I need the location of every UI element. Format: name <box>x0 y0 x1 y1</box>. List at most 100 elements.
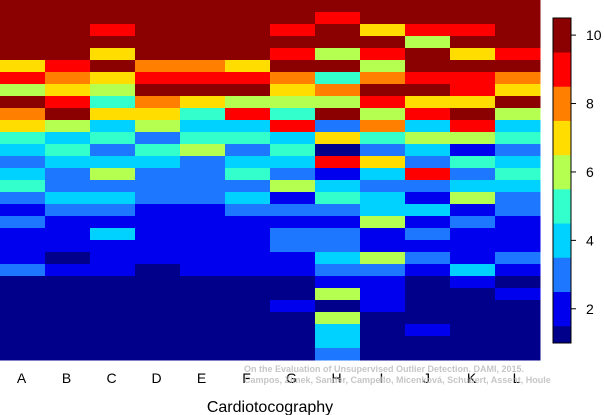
heatmap-cell <box>45 84 91 97</box>
heatmap-cell <box>405 156 451 169</box>
x-tick-label: L <box>513 370 521 386</box>
heatmap-cell <box>360 264 406 277</box>
heatmap-cell <box>45 48 91 61</box>
heatmap-cell <box>180 24 226 37</box>
heatmap-cell <box>135 108 181 121</box>
heatmap-cell <box>90 348 136 361</box>
heatmap-cell <box>315 240 361 253</box>
heatmap-cell <box>135 240 181 253</box>
heatmap-cell <box>225 204 271 217</box>
heatmap-cell <box>0 0 46 13</box>
heatmap-cell <box>180 96 226 109</box>
heatmap-cell <box>135 120 181 133</box>
heatmap-cell <box>135 72 181 85</box>
heatmap-cell <box>270 60 316 73</box>
heatmap-cell <box>450 288 496 301</box>
heatmap-cell <box>180 324 226 337</box>
heatmap-cell <box>135 216 181 229</box>
heatmap-cell <box>225 276 271 289</box>
heatmap-cell <box>45 264 91 277</box>
credit-watermark: On the Evaluation of Unsupervised Outlie… <box>244 364 551 385</box>
heatmap-cell <box>90 60 136 73</box>
heatmap-cell <box>360 24 406 37</box>
x-tick-label: I <box>380 370 384 386</box>
heatmap-cell <box>360 48 406 61</box>
heatmap-cell <box>135 96 181 109</box>
credit-line-1: On the Evaluation of Unsupervised Outlie… <box>244 364 524 374</box>
heatmap-cell <box>315 144 361 157</box>
heatmap-cell <box>495 84 541 97</box>
heatmap-cell <box>135 312 181 325</box>
heatmap-cell <box>450 228 496 241</box>
heatmap-cell <box>270 168 316 181</box>
heatmap-cell <box>0 36 46 49</box>
heatmap-cell <box>45 12 91 25</box>
heatmap-cell <box>450 144 496 157</box>
heatmap-cell <box>495 36 541 49</box>
heatmap-cell <box>225 348 271 361</box>
heatmap-cell <box>360 36 406 49</box>
heatmap-cell <box>270 36 316 49</box>
heatmap-cell <box>135 276 181 289</box>
heatmap-cell <box>225 216 271 229</box>
heatmap-cell <box>315 156 361 169</box>
heatmap-cell <box>90 132 136 145</box>
heatmap-cell <box>270 204 316 217</box>
heatmap-cell <box>225 336 271 349</box>
heatmap-cell <box>0 108 46 121</box>
heatmap-cell <box>450 12 496 25</box>
legend-tick-label: 4 <box>586 232 594 248</box>
heatmap-cell <box>0 84 46 97</box>
heatmap-cell <box>405 228 451 241</box>
heatmap-cell <box>495 0 541 13</box>
heatmap-cell <box>360 84 406 97</box>
heatmap-cell <box>405 204 451 217</box>
heatmap-cell <box>45 348 91 361</box>
heatmap-cell <box>180 0 226 13</box>
heatmap-cell <box>315 204 361 217</box>
heatmap-cell <box>405 36 451 49</box>
heatmap-cell <box>270 120 316 133</box>
heatmap-cell <box>0 276 46 289</box>
heatmap-cell <box>270 180 316 193</box>
heatmap-cell <box>495 12 541 25</box>
heatmap-cell <box>45 312 91 325</box>
heatmap-cell <box>405 0 451 13</box>
heatmap-cell <box>360 156 406 169</box>
heatmap-cell <box>315 192 361 205</box>
heatmap-cell <box>180 156 226 169</box>
heatmap-cell <box>495 312 541 325</box>
heatmap-cell <box>405 144 451 157</box>
heatmap-cell <box>405 168 451 181</box>
heatmap-cell <box>495 300 541 313</box>
heatmap-cell <box>495 192 541 205</box>
heatmap-cell <box>270 192 316 205</box>
heatmap-cell <box>45 288 91 301</box>
heatmap-cell <box>0 12 46 25</box>
heatmap-cell <box>180 240 226 253</box>
heatmap-cell <box>270 324 316 337</box>
heatmap-cell <box>45 0 91 13</box>
heatmap-cell <box>495 276 541 289</box>
heatmap-cell <box>270 108 316 121</box>
heatmap-cell <box>405 84 451 97</box>
heatmap-cell <box>225 36 271 49</box>
heatmap-cell <box>45 120 91 133</box>
legend-tick-label: 2 <box>586 301 594 317</box>
heatmap-cell <box>135 144 181 157</box>
heatmap-cell <box>0 336 46 349</box>
heatmap-cell <box>360 0 406 13</box>
heatmap-cell <box>405 348 451 361</box>
heatmap-cell <box>360 132 406 145</box>
heatmap-cell <box>90 84 136 97</box>
heatmap-cell <box>0 264 46 277</box>
x-tick-label: G <box>286 370 297 386</box>
heatmap-cell <box>495 288 541 301</box>
heatmap-cell <box>450 48 496 61</box>
heatmap-cell <box>45 108 91 121</box>
heatmap-cell <box>180 36 226 49</box>
heatmap-cell <box>495 24 541 37</box>
legend-swatch <box>553 154 571 190</box>
heatmap-cell <box>135 60 181 73</box>
